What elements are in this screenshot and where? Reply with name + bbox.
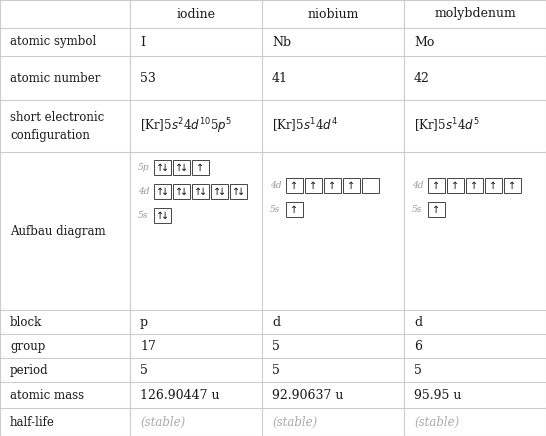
Text: 5: 5 <box>272 364 280 377</box>
Bar <box>173 184 190 199</box>
Text: ↑: ↑ <box>310 181 318 191</box>
Text: ↑: ↑ <box>471 181 478 191</box>
Bar <box>343 178 360 193</box>
Text: molybdenum: molybdenum <box>434 7 516 20</box>
Text: 5: 5 <box>140 364 148 377</box>
Bar <box>362 178 379 193</box>
Text: ↑: ↑ <box>175 187 183 197</box>
Text: block: block <box>10 316 42 328</box>
Text: 5p: 5p <box>138 163 150 172</box>
Text: ↓: ↓ <box>180 163 188 173</box>
Text: ↓: ↓ <box>161 187 169 197</box>
Bar <box>466 178 483 193</box>
Text: ↑: ↑ <box>432 205 441 215</box>
Text: niobium: niobium <box>307 7 359 20</box>
Text: 5: 5 <box>272 340 280 352</box>
Text: d: d <box>272 316 280 328</box>
Text: 6: 6 <box>414 340 422 352</box>
Text: configuration: configuration <box>10 129 90 142</box>
Text: ↑: ↑ <box>489 181 497 191</box>
Text: 4d: 4d <box>270 181 282 190</box>
Text: ↑: ↑ <box>197 163 205 173</box>
Text: Nb: Nb <box>272 35 291 48</box>
Text: ↑: ↑ <box>156 211 164 221</box>
Text: half-life: half-life <box>10 416 55 429</box>
Text: ↓: ↓ <box>161 211 169 221</box>
Text: 5s: 5s <box>270 205 281 214</box>
Text: 42: 42 <box>414 72 430 85</box>
Bar <box>286 178 303 193</box>
Text: ↑: ↑ <box>508 181 517 191</box>
Bar <box>154 208 171 223</box>
Bar <box>447 178 464 193</box>
Bar <box>504 178 521 193</box>
Text: 53: 53 <box>140 72 156 85</box>
Text: 17: 17 <box>140 340 156 352</box>
Text: p: p <box>140 316 148 328</box>
Bar <box>428 202 445 217</box>
Text: ↑: ↑ <box>175 163 183 173</box>
Text: atomic number: atomic number <box>10 72 100 85</box>
Text: 4d: 4d <box>138 187 150 196</box>
Text: (stable): (stable) <box>414 416 459 429</box>
Bar <box>154 160 171 175</box>
Text: 95.95 u: 95.95 u <box>414 388 461 402</box>
Bar <box>192 184 209 199</box>
Text: atomic symbol: atomic symbol <box>10 35 96 48</box>
Text: ↓: ↓ <box>161 163 169 173</box>
Text: (stable): (stable) <box>272 416 317 429</box>
Text: 126.90447 u: 126.90447 u <box>140 388 219 402</box>
Text: iodine: iodine <box>176 7 216 20</box>
Text: ↑: ↑ <box>156 163 164 173</box>
Text: 5s: 5s <box>138 211 149 220</box>
Text: I: I <box>140 35 145 48</box>
Text: Aufbau diagram: Aufbau diagram <box>10 225 105 238</box>
Bar <box>192 160 209 175</box>
Text: [Kr]5$s^2$4$d^{10}$5$p^5$: [Kr]5$s^2$4$d^{10}$5$p^5$ <box>140 116 232 136</box>
Text: ↑: ↑ <box>452 181 460 191</box>
Bar <box>211 184 228 199</box>
Text: ↑: ↑ <box>329 181 336 191</box>
Text: ↑: ↑ <box>347 181 355 191</box>
Text: d: d <box>414 316 422 328</box>
Text: Mo: Mo <box>414 35 435 48</box>
Text: ↑: ↑ <box>290 181 299 191</box>
Text: (stable): (stable) <box>140 416 185 429</box>
Text: ↓: ↓ <box>180 187 188 197</box>
Bar <box>154 184 171 199</box>
Bar <box>173 160 190 175</box>
Text: short electronic: short electronic <box>10 110 104 123</box>
Text: [Kr]5$s^1$4$d^5$: [Kr]5$s^1$4$d^5$ <box>414 117 480 135</box>
Text: 5s: 5s <box>412 205 423 214</box>
Text: ↓: ↓ <box>237 187 245 197</box>
Bar <box>485 178 502 193</box>
Text: ↑: ↑ <box>232 187 240 197</box>
Text: ↑: ↑ <box>432 181 441 191</box>
Bar <box>230 184 247 199</box>
Text: group: group <box>10 340 45 352</box>
Text: ↑: ↑ <box>156 187 164 197</box>
Bar <box>324 178 341 193</box>
Text: [Kr]5$s^1$4$d^4$: [Kr]5$s^1$4$d^4$ <box>272 117 338 135</box>
Text: ↑: ↑ <box>213 187 221 197</box>
Text: period: period <box>10 364 49 377</box>
Text: 92.90637 u: 92.90637 u <box>272 388 343 402</box>
Text: ↑: ↑ <box>194 187 202 197</box>
Bar <box>428 178 445 193</box>
Text: 5: 5 <box>414 364 422 377</box>
Bar <box>305 178 322 193</box>
Text: ↓: ↓ <box>199 187 207 197</box>
Text: 4d: 4d <box>412 181 424 190</box>
Text: ↓: ↓ <box>218 187 226 197</box>
Text: atomic mass: atomic mass <box>10 388 84 402</box>
Text: ↑: ↑ <box>290 205 299 215</box>
Text: 41: 41 <box>272 72 288 85</box>
Bar <box>286 202 303 217</box>
